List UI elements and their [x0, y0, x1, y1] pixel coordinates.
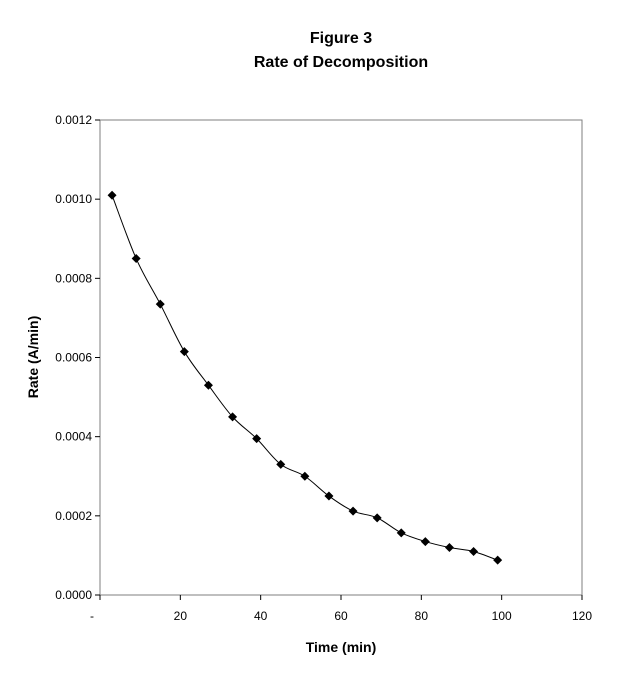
y-tick-label: 0.0008 [55, 271, 92, 285]
x-tick-label: 20 [174, 609, 188, 623]
data-point-marker [107, 190, 117, 200]
x-tick-label: 80 [415, 609, 429, 623]
chart-title: Figure 3 [310, 30, 372, 47]
y-axis-label: Rate (A/min) [25, 316, 41, 398]
y-tick-label: 0.0004 [55, 430, 92, 444]
x-axis-ticks: - 20 40 60 80 100 120 [90, 595, 592, 623]
y-tick-label: 0.0012 [55, 113, 92, 127]
y-tick-label: 0.0006 [55, 351, 92, 365]
plot-area [99, 119, 583, 596]
data-point-marker [252, 434, 262, 444]
data-point-marker [131, 254, 141, 264]
data-point-marker [179, 347, 189, 357]
data-point-marker [276, 459, 286, 469]
series-markers [107, 190, 503, 565]
data-point-marker [493, 555, 503, 565]
data-point-marker [203, 380, 213, 390]
x-tick-label: - [90, 609, 94, 623]
data-point-marker [155, 299, 165, 309]
y-tick-label: 0.0000 [55, 588, 92, 602]
data-point-marker [420, 537, 430, 547]
data-point-marker [324, 491, 334, 501]
data-point-marker [372, 513, 382, 523]
y-tick-label: 0.0010 [55, 192, 92, 206]
x-tick-label: 60 [334, 609, 348, 623]
data-point-marker [300, 471, 310, 481]
data-point-marker [228, 412, 238, 422]
y-axis-ticks: 0.0000 0.0002 0.0004 0.0006 0.0008 0.0010 0.00… [55, 113, 100, 602]
data-point-marker [444, 543, 454, 552]
x-axis-label: Time (min) [306, 639, 377, 655]
x-tick-label: 40 [254, 609, 268, 623]
data-point-marker [396, 528, 406, 538]
chart-subtitle: Rate of Decomposition [254, 54, 428, 71]
x-tick-label: 100 [492, 609, 512, 623]
data-point-marker [348, 506, 358, 516]
y-tick-label: 0.0002 [55, 509, 92, 523]
x-tick-label: 120 [572, 609, 592, 623]
data-point-marker [469, 546, 479, 556]
